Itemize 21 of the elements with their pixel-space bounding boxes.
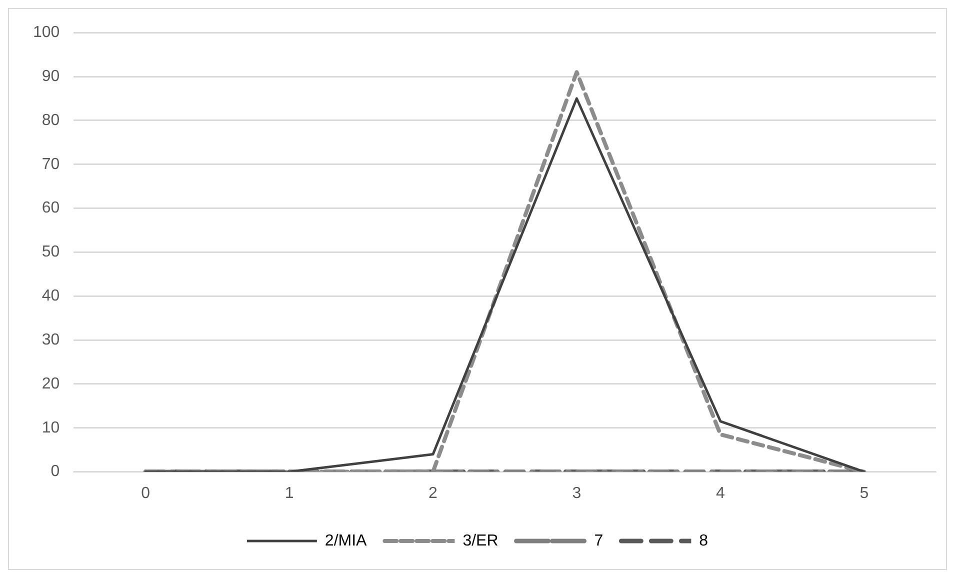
- y-tick-label: 100: [32, 24, 60, 42]
- x-tick-label: 4: [716, 484, 725, 502]
- y-tick-label: 70: [42, 156, 60, 173]
- y-tick-label: 80: [42, 112, 60, 129]
- legend-label: 3/ER: [462, 532, 498, 550]
- y-tick-label: 90: [42, 68, 60, 85]
- y-tick-label: 10: [42, 419, 60, 436]
- y-tick-label: 20: [42, 375, 60, 392]
- x-tick-label: 3: [572, 484, 582, 502]
- y-tick-label: 50: [42, 244, 60, 261]
- x-tick-label: 2: [428, 484, 438, 502]
- y-tick-label: 0: [50, 463, 60, 480]
- legend-label: 8: [699, 532, 708, 550]
- y-tick-label: 30: [42, 331, 60, 348]
- legend-label: 7: [594, 532, 604, 550]
- x-tick-label: 5: [860, 484, 869, 502]
- legend-label: 2/MIA: [324, 532, 368, 550]
- y-tick-label: 60: [42, 200, 60, 217]
- y-tick-label: 40: [42, 288, 60, 305]
- x-tick-label: 1: [284, 484, 294, 502]
- x-tick-label: 0: [141, 484, 150, 502]
